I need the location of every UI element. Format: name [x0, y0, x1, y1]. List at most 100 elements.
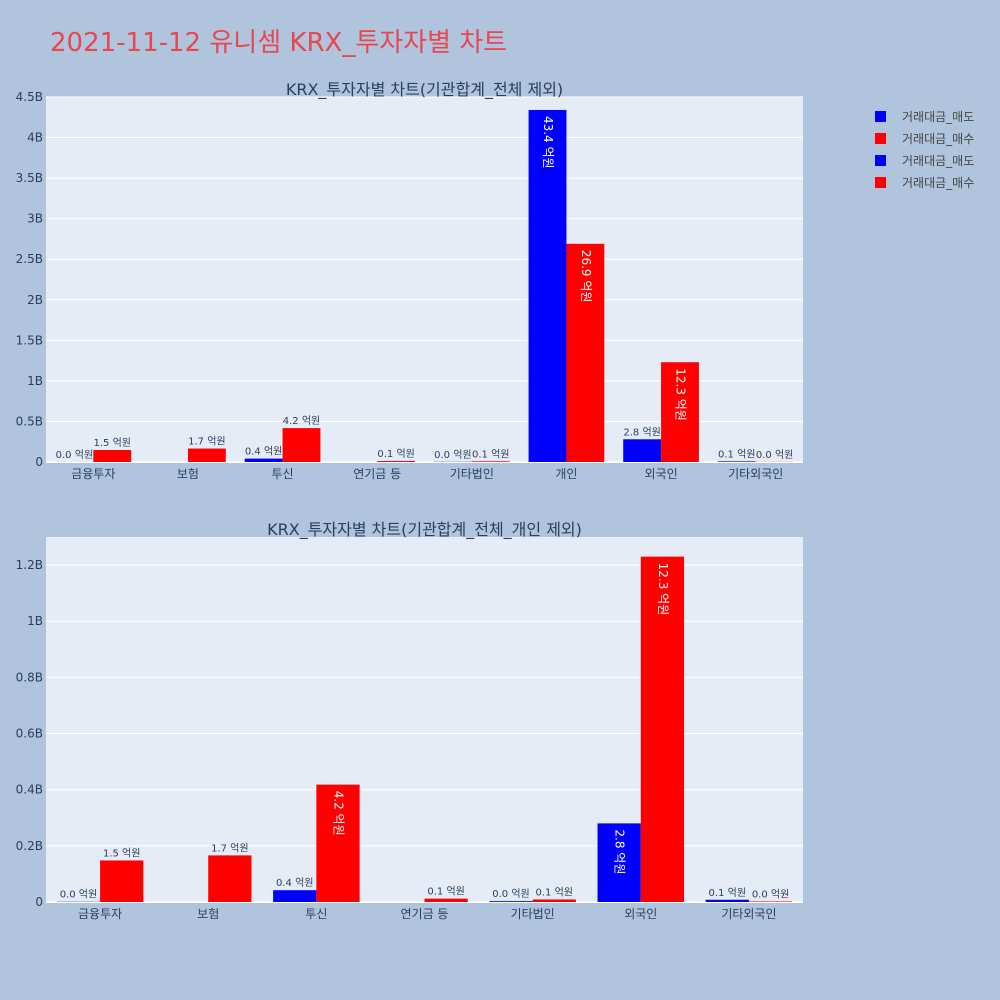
bar [623, 439, 662, 462]
x-tick-label: 금융투자 [71, 467, 115, 481]
chart-2: 0 0.2B 0.4B 0.6B 0.8B 1B 1.2B KRX_투자자별 차트(기관합계_… [16, 520, 803, 921]
x-tick-label: 투신 [272, 467, 294, 481]
legend-item[interactable]: 거래대금_매도 [875, 149, 974, 171]
legend-swatch [875, 132, 886, 144]
y-tick-label: 4.5B [16, 90, 43, 104]
x-tick-label: 보험 [197, 907, 219, 921]
page-title: 2021-11-12 유니셈 KRX_투자자별 차트 [50, 28, 508, 58]
data-label: 4.2 억원 [331, 791, 345, 836]
legend-label: 거래대금_매수 [902, 175, 975, 190]
y-tick-label: 3B [27, 212, 43, 226]
x-tick-label: 보험 [177, 467, 199, 481]
data-label: 0.4 억원 [245, 446, 282, 458]
legend-item[interactable]: 거래대금_매수 [875, 171, 974, 193]
bar [705, 899, 749, 902]
y-tick-label: 2.5B [16, 252, 43, 266]
bar [100, 860, 144, 902]
x-tick-label: 기타외국인 [721, 907, 776, 921]
chart-title: KRX_투자자별 차트(기관합계_전체 제외) [286, 80, 563, 100]
data-label: 43.4 억원 [541, 116, 555, 169]
bar [717, 461, 756, 462]
bar [528, 109, 567, 462]
x-tick-label: 기타법인 [511, 907, 555, 921]
legend-label: 거래대금_매도 [902, 153, 975, 168]
bar [424, 898, 468, 902]
data-label: 4.2 억원 [283, 415, 320, 427]
bar [532, 899, 576, 902]
legend-swatch [875, 176, 886, 188]
bar [187, 448, 226, 462]
legend-item[interactable]: 거래대금_매도 [875, 105, 974, 127]
legend: 거래대금_매도 거래대금_매수 거래대금_매도 거래대금_매수 [875, 105, 974, 193]
x-tick-label: 개인 [555, 467, 577, 481]
x-tick-label: 금융투자 [78, 907, 122, 921]
x-tick-label: 연기금 등 [401, 907, 449, 921]
y-tick-label: 4B [27, 131, 43, 145]
data-label: 0.0 억원 [752, 888, 789, 900]
y-tick-label: 1.5B [16, 333, 43, 347]
y-tick-label: 0.5B [16, 414, 43, 428]
y-tick-label: 0.8B [16, 670, 43, 684]
data-label: 1.7 억원 [188, 436, 225, 448]
bar [93, 449, 132, 462]
bar [316, 784, 360, 902]
y-tick-label: 0.6B [16, 727, 43, 741]
plot-area [46, 537, 803, 902]
x-tick-label: 외국인 [645, 467, 678, 481]
x-tick-label: 외국인 [624, 907, 657, 921]
data-label: 0.0 억원 [756, 449, 793, 461]
bar [273, 890, 317, 902]
bar [661, 362, 699, 462]
data-label: 0.0 억원 [492, 888, 529, 900]
data-label: 0.0 억원 [56, 449, 93, 461]
x-tick-label: 기타법인 [450, 467, 494, 481]
data-label: 0.1 억원 [472, 448, 509, 460]
data-label: 0.1 억원 [377, 448, 414, 460]
bar [208, 855, 252, 902]
chart-title: KRX_투자자별 차트(기관합계_전체_개인 제외) [267, 520, 582, 540]
legend-label: 거래대금_매도 [902, 109, 975, 124]
x-tick-label: 투신 [305, 907, 327, 921]
data-label: 2.8 억원 [613, 829, 627, 874]
data-label: 12.3 억원 [673, 368, 687, 421]
y-tick-label: 2B [27, 293, 43, 307]
legend-swatch [875, 110, 886, 122]
y-tick-label: 0 [35, 455, 43, 469]
y-tick-label: 1.2B [16, 558, 43, 572]
x-tick-label: 연기금 등 [353, 467, 401, 481]
data-label: 26.9 억원 [579, 250, 593, 303]
legend-label: 거래대금_매수 [902, 131, 975, 146]
x-tick-label: 기타외국인 [728, 467, 783, 481]
legend-swatch [875, 154, 886, 166]
y-tick-label: 3.5B [16, 171, 43, 185]
legend-item[interactable]: 거래대금_매수 [875, 127, 974, 149]
data-label: 0.1 억원 [718, 448, 755, 460]
data-label: 0.0 억원 [60, 889, 97, 901]
bar [471, 461, 510, 462]
y-tick-label: 1B [27, 374, 43, 388]
data-label: 2.8 억원 [623, 426, 660, 438]
bar [597, 823, 641, 902]
bar [748, 901, 793, 902]
y-tick-label: 1B [27, 614, 43, 628]
bar [640, 556, 685, 902]
bar [377, 461, 416, 462]
data-label: 0.0 억원 [434, 449, 471, 461]
bar [244, 458, 283, 462]
bar [282, 428, 321, 462]
y-tick-label: 0.4B [16, 783, 43, 797]
data-label: 12.3 억원 [656, 563, 670, 616]
data-label: 1.5 억원 [93, 437, 130, 449]
data-label: 1.5 억원 [103, 847, 140, 859]
chart-1: 0 0.5B 1B 1.5B 2B 2.5B 3B 3.5B 4B 4.5B KRX_투자자별 차트… [16, 80, 803, 481]
data-label: 0.1 억원 [709, 887, 746, 899]
data-label: 0.1 억원 [427, 886, 464, 898]
data-label: 0.4 억원 [276, 877, 313, 889]
bar [489, 901, 533, 902]
y-tick-label: 0.2B [16, 839, 43, 853]
data-label: 1.7 억원 [211, 842, 248, 854]
y-tick-label: 0 [35, 895, 43, 909]
bar [566, 243, 605, 462]
data-label: 0.1 억원 [536, 886, 573, 898]
